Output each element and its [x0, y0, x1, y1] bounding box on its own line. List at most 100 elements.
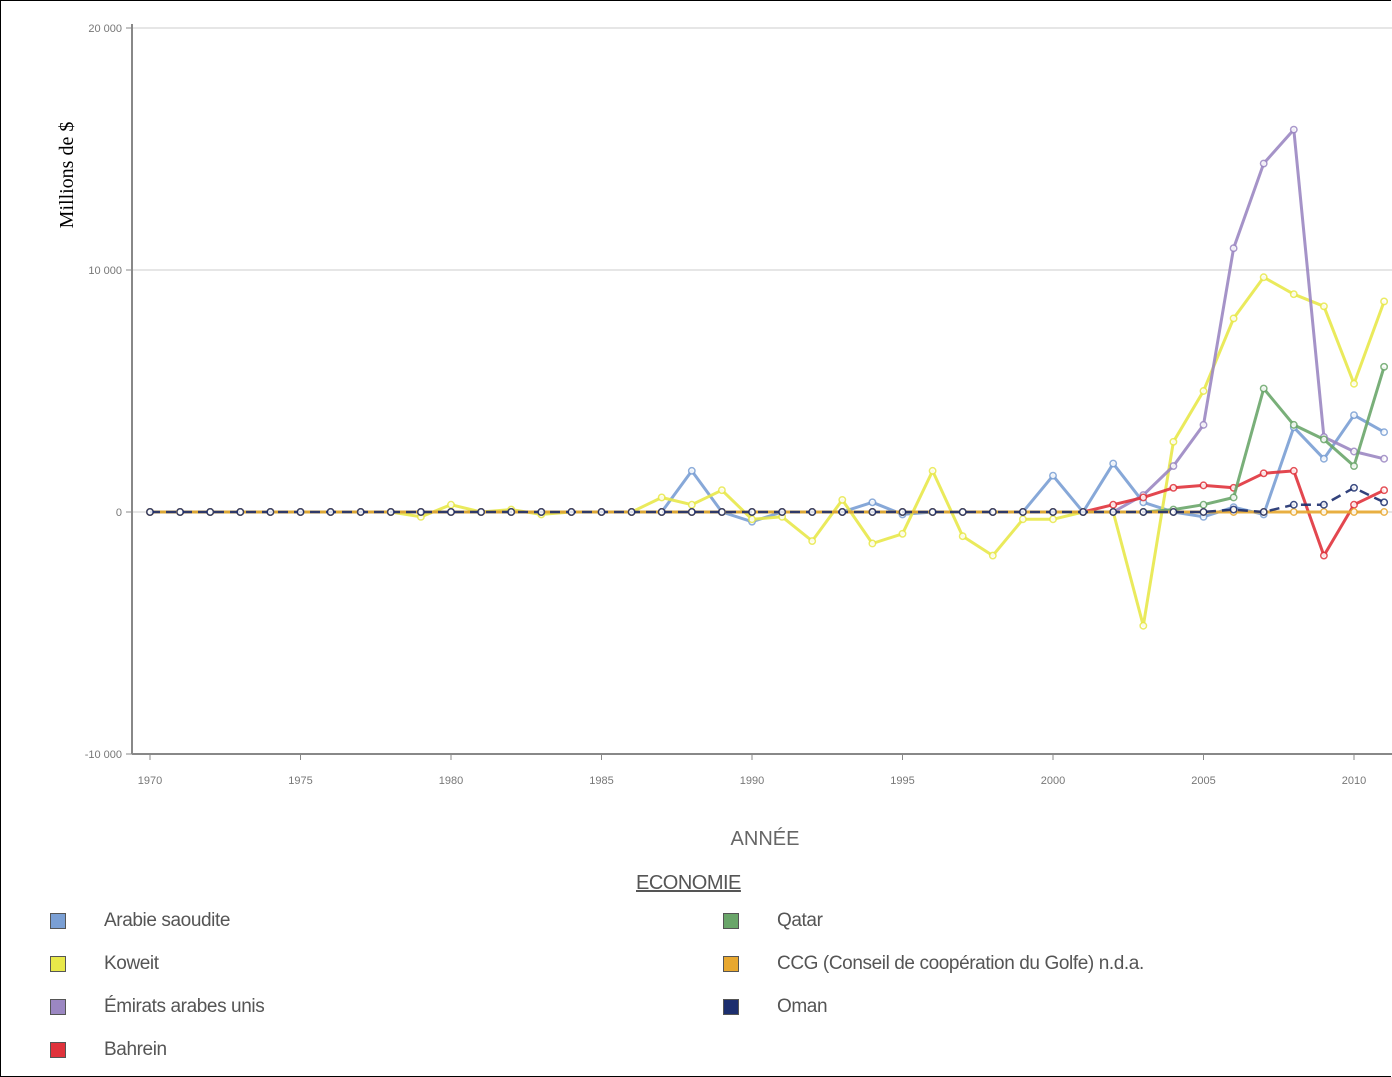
data-point	[657, 508, 666, 516]
data-point	[868, 508, 877, 516]
data-point	[1018, 508, 1027, 516]
y-tick-label: -10 000	[85, 749, 122, 761]
legend-label: Qatar	[777, 910, 823, 931]
data-point	[206, 508, 215, 516]
data-point	[627, 508, 636, 516]
data-point	[1350, 411, 1358, 420]
x-tick-label: 2005	[1191, 775, 1215, 787]
data-point	[928, 466, 937, 475]
data-point	[567, 508, 576, 516]
data-point	[657, 493, 666, 502]
data-point	[1109, 508, 1118, 516]
x-tick-label: 2000	[1041, 775, 1065, 787]
axes: 20 000 10 000 0 -10 000 1970 1975 1980 1985 1990…	[85, 23, 1392, 787]
legend-label: CCG (Conseil de coopération du Golfe) n.…	[777, 953, 1144, 974]
legend-swatch	[723, 913, 739, 929]
legend-swatch	[50, 999, 66, 1015]
series-line	[150, 486, 1385, 514]
data-point	[1350, 462, 1358, 470]
y-tick-label: 20 000	[88, 23, 122, 35]
data-point	[447, 508, 455, 516]
data-point	[1259, 273, 1268, 282]
data-point	[808, 508, 817, 516]
data-point	[1350, 500, 1358, 509]
data-point	[1199, 481, 1208, 490]
series-lines	[146, 125, 1389, 630]
data-point	[1289, 290, 1298, 299]
data-point	[958, 508, 967, 516]
x-axis-label: ANNÉE	[731, 827, 800, 850]
data-point	[1259, 508, 1268, 516]
data-point	[868, 498, 877, 507]
data-point	[898, 529, 907, 538]
data-point	[1199, 387, 1208, 395]
data-point	[1380, 297, 1389, 306]
data-point	[1350, 379, 1358, 388]
data-point	[687, 508, 696, 516]
data-point	[717, 486, 726, 495]
x-tick-label: 2010	[1342, 775, 1366, 787]
data-point	[477, 508, 486, 516]
legend-label: Bahrein	[104, 1039, 167, 1060]
data-point	[296, 508, 305, 516]
data-point	[868, 539, 877, 548]
legend-swatch	[723, 999, 739, 1015]
data-point	[1319, 454, 1328, 463]
legend-swatch	[50, 1042, 66, 1058]
legend-item: Koweit	[50, 949, 159, 979]
series-koweit	[146, 273, 1389, 630]
data-point	[898, 508, 907, 516]
data-point	[326, 508, 335, 516]
data-point	[1229, 314, 1238, 323]
data-point	[1319, 435, 1328, 444]
data-point	[597, 508, 606, 516]
data-point	[1199, 420, 1208, 429]
data-point	[1169, 437, 1178, 446]
legend-swatch	[50, 913, 66, 929]
data-point	[1139, 621, 1148, 630]
legend-item: Bahrein	[50, 1035, 167, 1065]
data-point	[988, 508, 997, 516]
data-point	[1289, 125, 1298, 134]
data-point	[507, 508, 516, 516]
data-point	[838, 508, 847, 516]
data-point	[1350, 508, 1358, 516]
legend-item: Émirats arabes unis	[50, 992, 265, 1022]
data-point	[1319, 551, 1328, 560]
data-point	[1259, 469, 1268, 478]
data-point	[687, 500, 696, 509]
data-point	[1350, 483, 1358, 492]
legend-swatch	[723, 956, 739, 972]
data-point	[1380, 362, 1389, 371]
x-tick-label: 1995	[890, 775, 914, 787]
data-point	[1289, 466, 1298, 475]
data-point	[1169, 508, 1178, 516]
data-point	[687, 466, 696, 475]
data-point	[537, 508, 546, 516]
legend-item: Oman	[723, 992, 828, 1022]
data-point	[1229, 244, 1238, 253]
data-point	[386, 508, 395, 516]
data-point	[236, 508, 245, 516]
legend-item: CCG (Conseil de coopération du Golfe) n.…	[723, 949, 1144, 979]
data-point	[717, 508, 726, 516]
series-oman	[146, 483, 1389, 516]
data-point	[1139, 493, 1148, 502]
x-tick-label: 1985	[589, 775, 613, 787]
data-point	[1079, 508, 1088, 516]
data-point	[176, 508, 185, 516]
data-point	[1380, 508, 1389, 516]
legend-label: Koweit	[104, 953, 159, 974]
y-tick-label: 0	[116, 507, 122, 519]
legend-item: Arabie saoudite	[50, 906, 230, 936]
data-point	[1049, 515, 1057, 524]
data-point	[1229, 505, 1238, 514]
legend-label: Arabie saoudite	[104, 910, 231, 931]
data-point	[748, 515, 756, 524]
series-line	[150, 275, 1386, 628]
data-point	[988, 551, 997, 560]
y-axis-label: Millions de $	[56, 122, 78, 229]
data-point	[1169, 483, 1178, 492]
data-point	[808, 537, 817, 545]
